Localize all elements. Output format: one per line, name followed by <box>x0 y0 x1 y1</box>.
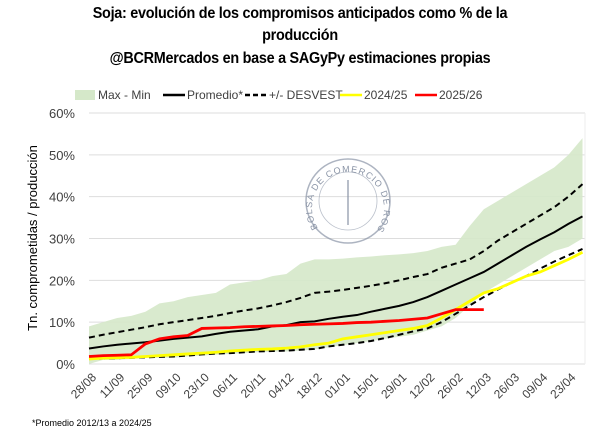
x-tick-label: 01/01 <box>322 370 353 401</box>
y-tick-label: 20% <box>49 273 75 288</box>
x-tick-label: 26/02 <box>435 370 466 401</box>
x-tick-label: 04/12 <box>265 370 296 401</box>
x-tick-label: 15/01 <box>350 370 381 401</box>
x-tick-label: 09/04 <box>519 370 550 401</box>
x-tick-label: 11/09 <box>97 370 128 401</box>
x-tick-label: 23/04 <box>547 370 578 401</box>
watermark-seal-inner <box>318 171 378 231</box>
x-tick-label: 09/10 <box>153 370 184 401</box>
y-tick-label: 40% <box>49 190 75 205</box>
legend-label: Promedio* <box>187 88 243 102</box>
legend-label: 2025/26 <box>439 88 483 102</box>
x-tick-label: 28/08 <box>68 370 99 401</box>
y-tick-label: 60% <box>49 106 75 121</box>
chart-title-line1: Soja: evolución de los compromisos antic… <box>92 5 508 22</box>
x-tick-label: 29/01 <box>378 370 409 401</box>
legend-label: Max - Min <box>98 88 151 102</box>
chart-subtitle: @BCRMercados en base a SAGyPy estimacion… <box>109 50 491 67</box>
watermark-seal <box>305 158 391 244</box>
footnote: *Promedio 2012/13 a 2024/25 <box>32 418 152 428</box>
x-tick-label: 12/02 <box>406 370 437 401</box>
x-tick-label: 18/12 <box>294 370 325 401</box>
y-tick-label: 50% <box>49 148 75 163</box>
y-tick-label: 0% <box>56 357 75 372</box>
legend-swatch-band <box>75 90 95 100</box>
series-line-2024-25 <box>88 251 584 361</box>
legend-label: 2024/25 <box>364 88 408 102</box>
x-tick-label: 20/11 <box>238 370 269 401</box>
series-line-2025-26 <box>88 308 484 358</box>
y-axis-label: Tn. comprometidas / producción <box>25 145 40 331</box>
x-tick-label: 26/03 <box>491 370 522 401</box>
x-tick-label: 12/03 <box>463 370 494 401</box>
x-tick-label: 23/10 <box>181 370 212 401</box>
x-tick-label: 25/09 <box>124 370 155 401</box>
y-tick-label: 10% <box>49 315 75 330</box>
x-tick-label: 06/11 <box>210 370 241 401</box>
legend-label: +/- DESVEST <box>269 88 343 102</box>
y-tick-label: 30% <box>49 232 75 247</box>
series-line-promedio- <box>88 215 583 350</box>
series-line--desvest <box>88 183 584 339</box>
chart-title-line2: producción <box>262 27 338 44</box>
